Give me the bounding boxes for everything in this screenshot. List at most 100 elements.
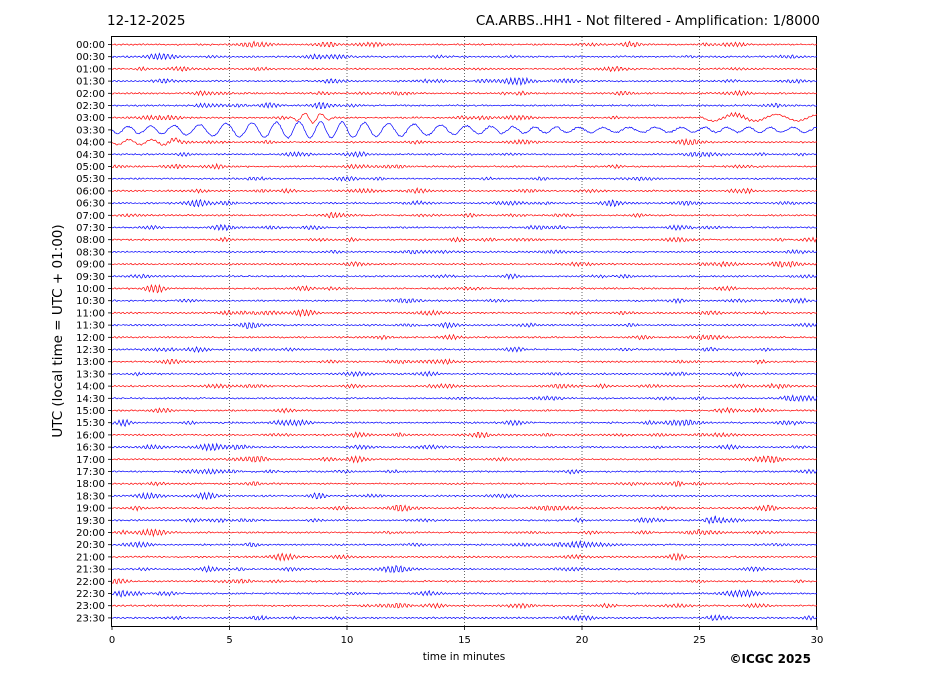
seismic-trace-2200 [111,578,818,585]
y-tick-label: 10:00 [76,284,105,295]
y-tick-label: 00:30 [76,52,105,63]
y-tick-label: 00:00 [76,40,105,51]
seismic-trace-1900 [111,504,818,512]
y-tick-label: 16:00 [76,430,105,441]
traces [111,40,818,622]
y-tick-label: 04:00 [76,138,105,149]
x-tick-label: 15 [458,635,471,646]
y-axis-label: UTC (local time = UTC + 01:00) [50,224,66,437]
y-tick-label: 14:30 [76,394,105,405]
x-tick-label: 0 [109,635,115,646]
seismic-trace-1600 [111,431,818,439]
y-tick-label: 12:30 [76,345,105,356]
seismic-trace-0100 [111,66,818,73]
seismic-trace-1730 [111,468,818,475]
seismic-trace-0400 [111,137,818,146]
y-tick-label: 22:00 [76,577,105,588]
seismic-trace-1800 [111,480,818,488]
seismic-trace-1300 [111,358,818,365]
date-label: 12-12-2025 [107,13,185,29]
seismic-trace-0530 [111,175,818,182]
seismic-trace-0900 [111,260,818,268]
seismic-trace-1830 [111,491,818,501]
y-tick-label: 10:30 [76,296,105,307]
seismic-trace-1500 [111,406,818,414]
y-tick-label: 06:00 [76,186,105,197]
seismic-trace-0630 [111,198,818,208]
seismic-trace-2300 [111,602,818,610]
y-tick-label: 04:30 [76,150,105,161]
y-tick-label: 05:00 [76,162,105,173]
y-tick-label: 20:30 [76,540,105,551]
seismic-trace-2030 [111,539,818,549]
seismic-trace-1430 [111,394,818,403]
y-tick-label: 23:30 [76,613,105,624]
y-tick-label: 20:00 [76,528,105,539]
y-tick-label: 16:30 [76,443,105,454]
seismic-trace-2230 [111,589,818,598]
y-tick-label: 17:00 [76,455,105,466]
seismic-trace-1100 [111,308,818,318]
seismic-trace-2130 [111,564,818,574]
seismic-trace-0500 [111,162,818,170]
x-tick-label: 20 [576,635,589,646]
seismic-trace-0730 [111,223,818,232]
seismic-trace-1330 [111,370,818,378]
y-tick-label: 11:30 [76,321,105,332]
seismic-trace-0930 [111,273,818,281]
y-tick-label: 21:30 [76,565,105,576]
seismic-trace-1400 [111,382,818,390]
y-tick-label: 05:30 [76,174,105,185]
seismic-trace-1000 [111,283,818,294]
y-tick-label: 13:00 [76,357,105,368]
y-tick-label: 22:30 [76,589,105,600]
y-tick-label: 02:00 [76,89,105,100]
x-axis-label: time in minutes [423,651,505,663]
y-tick-label: 01:00 [76,64,105,75]
seismic-trace-1030 [111,297,818,305]
seismic-trace-1130 [111,321,818,330]
y-tick-label: 11:00 [76,308,105,319]
x-tick-label: 30 [811,635,824,646]
y-tick-label: 13:30 [76,369,105,380]
seismic-trace-0230 [111,101,818,109]
y-tick-label: 18:30 [76,491,105,502]
seismic-trace-0200 [111,89,818,97]
seismic-trace-0330 [111,121,818,139]
seismic-trace-0800 [111,236,818,243]
seismic-trace-2100 [111,552,818,562]
seismic-trace-1930 [111,515,818,525]
y-tick-label: 15:00 [76,406,105,417]
seismic-trace-0430 [111,150,818,158]
y-tick-label: 19:30 [76,516,105,527]
seismic-trace-1530 [111,418,818,428]
seismic-trace-0000 [111,40,818,49]
plot-frame [111,36,817,627]
seismic-trace-0030 [111,52,818,61]
seismic-trace-0300 [111,111,818,124]
x-tick-label: 25 [693,635,706,646]
y-tick-label: 09:30 [76,272,105,283]
y-tick-label: 06:30 [76,199,105,210]
y-tick-label: 21:00 [76,552,105,563]
y-tick-label: 14:00 [76,382,105,393]
grid-lines [229,37,700,626]
seismic-trace-1630 [111,442,818,452]
seismic-trace-1200 [111,333,818,341]
y-tick-label: 12:00 [76,333,105,344]
seismic-trace-0600 [111,187,818,195]
seismic-trace-2000 [111,528,818,538]
y-tick-label: 03:30 [76,125,105,136]
x-ticks: 0 5 10 15 20 25 30 [109,626,824,646]
seismic-trace-0830 [111,248,818,255]
seismic-trace-0130 [111,76,818,87]
y-tick-label: 09:00 [76,260,105,271]
copyright-label: ©ICGC 2025 [729,652,811,666]
y-tick-label: 15:30 [76,418,105,429]
y-tick-label: 23:00 [76,601,105,612]
x-tick-label: 10 [341,635,354,646]
y-tick-label: 08:00 [76,235,105,246]
y-tick-label: 07:00 [76,211,105,222]
